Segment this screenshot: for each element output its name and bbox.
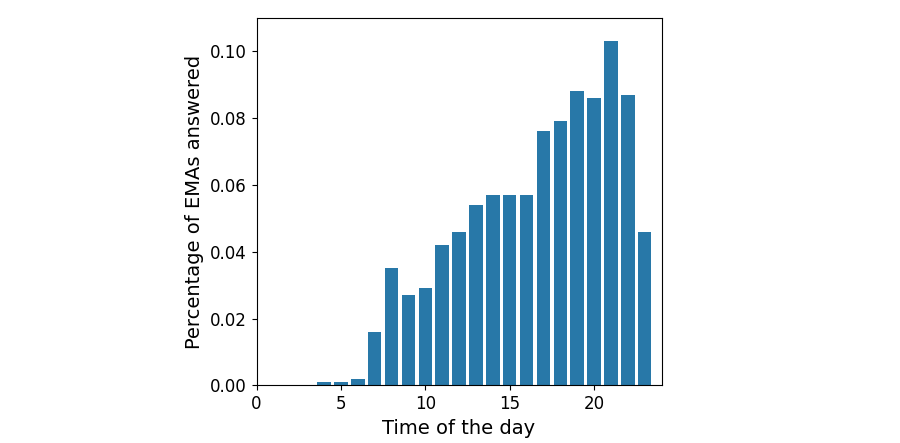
Bar xyxy=(621,95,634,385)
Bar xyxy=(469,205,482,385)
Bar xyxy=(418,288,432,385)
Bar xyxy=(334,382,347,385)
Bar xyxy=(520,195,533,385)
Bar xyxy=(452,232,466,385)
Bar xyxy=(486,195,500,385)
X-axis label: Time of the day: Time of the day xyxy=(382,419,536,438)
Bar xyxy=(536,132,550,385)
Bar xyxy=(554,121,567,385)
Bar xyxy=(401,295,415,385)
Bar xyxy=(638,232,652,385)
Bar xyxy=(436,245,449,385)
Bar xyxy=(368,332,382,385)
Bar xyxy=(587,98,601,385)
Y-axis label: Percentage of EMAs answered: Percentage of EMAs answered xyxy=(185,54,204,349)
Bar xyxy=(571,91,584,385)
Bar xyxy=(604,41,617,385)
Bar xyxy=(385,268,398,385)
Bar xyxy=(351,379,364,385)
Bar xyxy=(317,382,331,385)
Bar xyxy=(503,195,517,385)
